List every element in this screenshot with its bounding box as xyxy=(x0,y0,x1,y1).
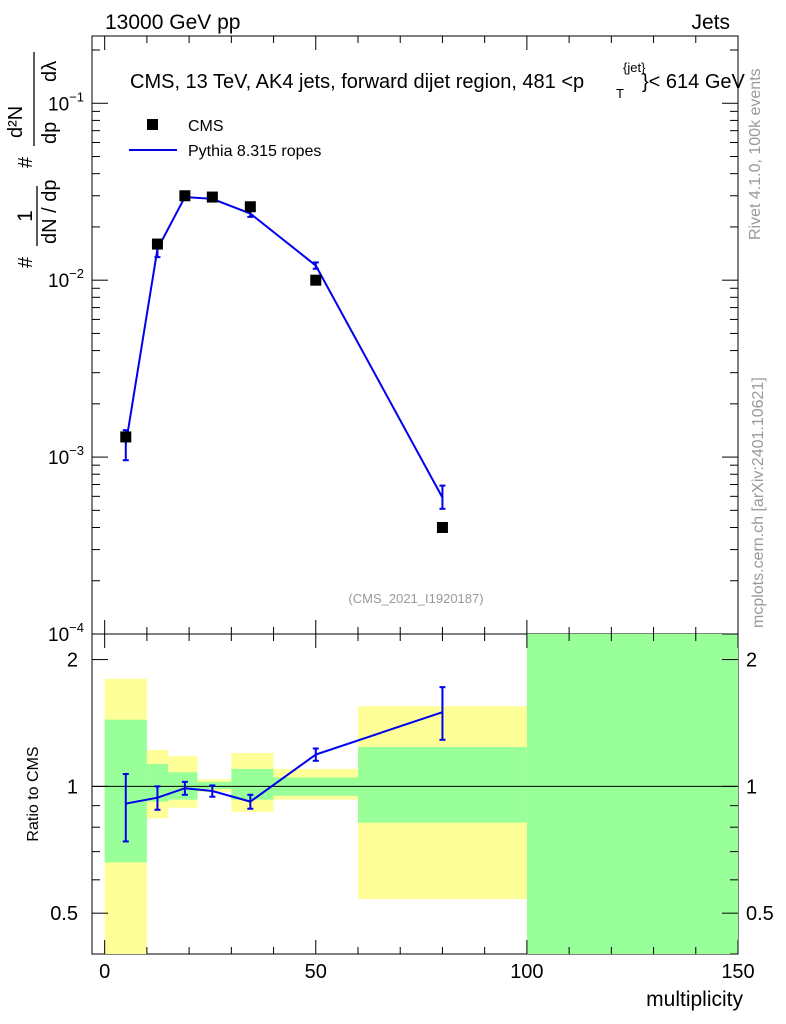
y-label-hash2: # xyxy=(15,156,37,168)
x-tick-label: 100 xyxy=(510,961,543,983)
header-left: 13000 GeV pp xyxy=(105,11,240,34)
legend-cms-marker xyxy=(147,119,158,130)
y-tick-label-1: 10−2 xyxy=(48,266,84,292)
y-label-dp: dp xyxy=(39,122,61,144)
cms-point-4 xyxy=(244,201,256,213)
cms-point-6 xyxy=(436,521,448,533)
ratio-bands xyxy=(92,634,738,954)
y-label-dn-dp: dN / dp xyxy=(39,180,61,244)
y-tick-label-2: 10−3 xyxy=(48,443,84,469)
ratio-tick-label-right-2: 2 xyxy=(746,650,757,672)
plot-title: CMS, 13 TeV, AK4 jets, forward dijet reg… xyxy=(130,71,584,93)
ratio-tick-label-right-0: 0.5 xyxy=(746,903,774,925)
y-label-hash1: # xyxy=(15,256,37,268)
y-axis-label: # 1 dN / dp # d²N dp dλ xyxy=(5,52,61,268)
analysis-watermark: (CMS_2021_I1920187) xyxy=(348,591,483,606)
plot-title-main: CMS, 13 TeV, AK4 jets, forward dijet reg… xyxy=(130,71,584,93)
y-label-d2n: d²N xyxy=(5,106,27,138)
cms-point-3 xyxy=(206,191,218,203)
x-axis-label: multiplicity xyxy=(646,988,743,1011)
ratio-tick-label-left-2: 2 xyxy=(67,650,78,672)
cms-point-5 xyxy=(310,274,322,286)
rivet-label: Rivet 4.1.0, 100k events xyxy=(747,68,764,240)
ratio-band-green-1 xyxy=(146,764,168,802)
data-series xyxy=(120,190,448,843)
x-tick-label: 150 xyxy=(721,961,754,983)
y-label-dlambda: dλ xyxy=(39,61,61,82)
ratio-band-green-7 xyxy=(526,634,738,954)
x-tick-label: 50 xyxy=(305,961,327,983)
pythia-line xyxy=(124,196,444,499)
axes: 0 50 100 150 10−1 10−2 10−3 10−4 0.5 0.5 1 1 2 2 xyxy=(48,36,774,983)
plot-title-end: }< 614 GeV xyxy=(642,71,746,93)
cms-point-1 xyxy=(151,238,163,250)
y-label-one: 1 xyxy=(14,210,37,222)
plot-title-sub: T xyxy=(616,86,624,101)
y-tick-label-3: 10−4 xyxy=(48,620,84,646)
plot-title-sup: {jet} xyxy=(623,60,646,75)
y-tick-label-0: 10−1 xyxy=(48,89,84,115)
legend-cms-label: CMS xyxy=(188,118,224,135)
cms-point-2 xyxy=(179,190,191,202)
header-right: Jets xyxy=(691,11,730,34)
ratio-tick-label-left-1: 1 xyxy=(67,776,78,798)
ratio-y-label: Ratio to CMS xyxy=(25,746,42,841)
legend-pythia-label: Pythia 8.315 ropes xyxy=(188,143,321,160)
cms-point-0 xyxy=(120,431,132,443)
ratio-band-green-6 xyxy=(358,747,527,823)
ratio-tick-label-right-1: 1 xyxy=(746,776,757,798)
mcplots-label: mcplots.cern.ch [arXiv:2401.10621] xyxy=(750,377,767,628)
x-tick-label: 0 xyxy=(99,961,110,983)
ratio-tick-label-left-0: 0.5 xyxy=(50,903,78,925)
